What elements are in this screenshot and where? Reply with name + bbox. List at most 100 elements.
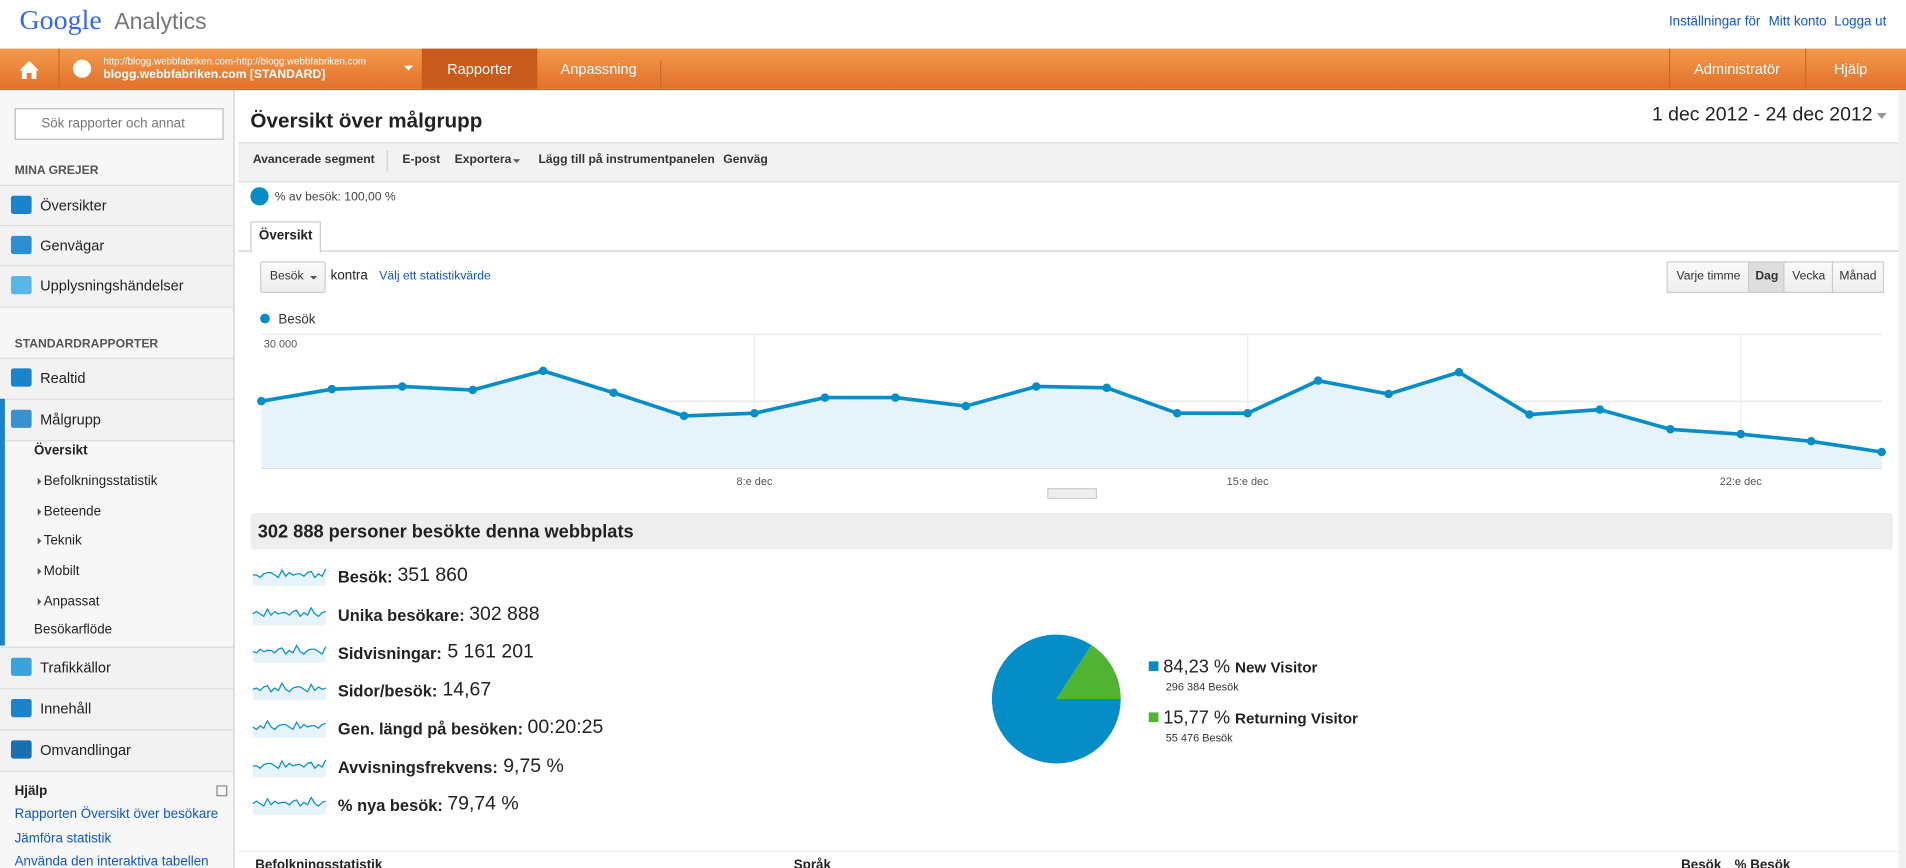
legend-dot [260,313,270,324]
nav-subitem[interactable]: Besökarflöde [34,622,113,638]
metric-select[interactable] [260,261,326,293]
granularity-button[interactable] [1831,261,1885,293]
help-link[interactable]: Jämföra statistik [14,831,112,847]
point [1525,410,1534,419]
metric-value: 79,74 % [447,793,519,815]
nav-subitem[interactable]: Mobilt [43,564,80,579]
tab-line [238,250,1906,252]
nav-subitem[interactable]: Beteende [43,504,102,520]
bottom-divider [238,850,1906,853]
nav-separator [1668,48,1671,89]
nav-icon [10,409,32,428]
sparkline [252,759,327,770]
toolbar-button[interactable]: Genväg [723,153,768,167]
point [1454,367,1464,377]
nav-right[interactable]: Administratör [1694,60,1780,78]
nav-row[interactable] [0,265,234,308]
sparkline [252,606,326,618]
point [1032,382,1041,391]
sub-arrow [37,567,42,576]
help-link[interactable]: Använda den interaktiva tabellen [14,854,209,868]
segment-icon [250,187,269,206]
metric-label: Avvisningsfrekvens: [337,758,498,777]
metric-label: Unika besökare: [337,606,465,625]
tab-label[interactable]: Översikt [258,228,313,244]
section-title: MINA GREJER [14,164,99,178]
tab-active-bg [421,48,538,89]
site-name[interactable]: blogg.webbfabriken.com [STANDARD] [103,68,326,82]
toolbar-button[interactable]: E-post [402,153,441,167]
granularity-button[interactable] [1666,261,1751,293]
report-title: Översikt över målgrupp [250,109,483,133]
date-arrow [1876,113,1887,120]
metric-value: 00:20:25 [527,717,604,738]
point [679,411,689,421]
header-link[interactable]: Logga ut [1834,14,1887,30]
nav-row[interactable] [0,729,234,772]
nav-icon [10,195,32,214]
sub-arrow [37,508,42,516]
metric-label: Sidor/besök: [337,682,438,701]
legend-label: Besök [278,311,315,326]
header-link[interactable]: Inställningar för [1668,14,1761,30]
nav-icon [10,740,32,759]
nav-item[interactable]: Översikter [40,196,107,214]
nav-item[interactable]: Innehåll [40,700,92,718]
pie-category: New Visitor [1235,659,1318,676]
pie-category: Returning Visitor [1235,710,1358,727]
metric-value: 351 860 [397,565,468,586]
x-tick-label: 15:e dec [1227,476,1269,488]
dropdown-arrow [512,159,521,163]
home-button[interactable] [0,48,60,89]
metric-value: 14,67 [442,679,492,701]
sparkline [252,644,327,656]
help-link[interactable]: Rapporten Översikt över besökare [14,807,219,822]
toolbar-button[interactable]: Lägg till på instrumentpanelen [538,153,715,167]
select-arrow [309,275,318,280]
point [257,396,266,406]
toolbar-button[interactable]: Avancerade segment [252,153,375,167]
search-box[interactable] [14,108,224,140]
nav-row[interactable] [0,357,234,400]
point [1172,408,1182,418]
point [891,393,900,402]
tab-box[interactable] [250,221,321,253]
nav-item[interactable]: Upplysningshändelser [40,277,184,295]
nav-item[interactable]: Omvandlingar [40,741,131,759]
nav-item[interactable]: Trafikkällor [40,658,111,676]
table-header: Besök [1681,858,1722,868]
logo-google: Google [19,4,102,36]
toolbar-button[interactable]: Exportera [454,153,512,167]
sparkline [252,719,326,731]
choose-metric[interactable]: Välj ett statistikvärde [379,269,491,284]
sparkline-area [252,720,326,738]
nav-item[interactable]: Genvägar [40,237,105,255]
nav-subitem[interactable]: Teknik [43,533,82,549]
nav-separator [1805,48,1807,89]
nav-tab[interactable]: Anpassning [537,60,662,89]
sub-arrow [37,537,42,545]
granularity-button[interactable] [1783,261,1835,293]
date-range[interactable]: 1 dec 2012 - 24 dec 2012 [1651,104,1873,126]
nav-row[interactable] [0,398,234,442]
active-marker [0,398,5,646]
metric-select-label: Besök [269,269,304,284]
chart-expander [1047,488,1098,500]
nav-subitem[interactable]: Befolkningsstatistik [43,474,158,489]
nav-item[interactable]: Realtid [40,369,86,387]
nav-right[interactable]: Hjälp [1834,60,1868,78]
table-header: % Besök [1734,858,1791,868]
nav-item[interactable]: Målgrupp [40,410,101,428]
nav-subitem[interactable]: Anpassat [43,594,100,610]
help-title: Hjälp [14,784,48,799]
date-box[interactable] [1644,99,1891,132]
nav-subitem[interactable]: Översikt [34,443,88,459]
header-link[interactable]: Mitt konto [1768,14,1827,30]
toolbar-separator [386,150,388,172]
point [820,393,830,402]
granularity-label: Varje timme [1676,269,1741,284]
nav-tab[interactable]: Rapporter [447,60,512,78]
point [1877,447,1886,457]
